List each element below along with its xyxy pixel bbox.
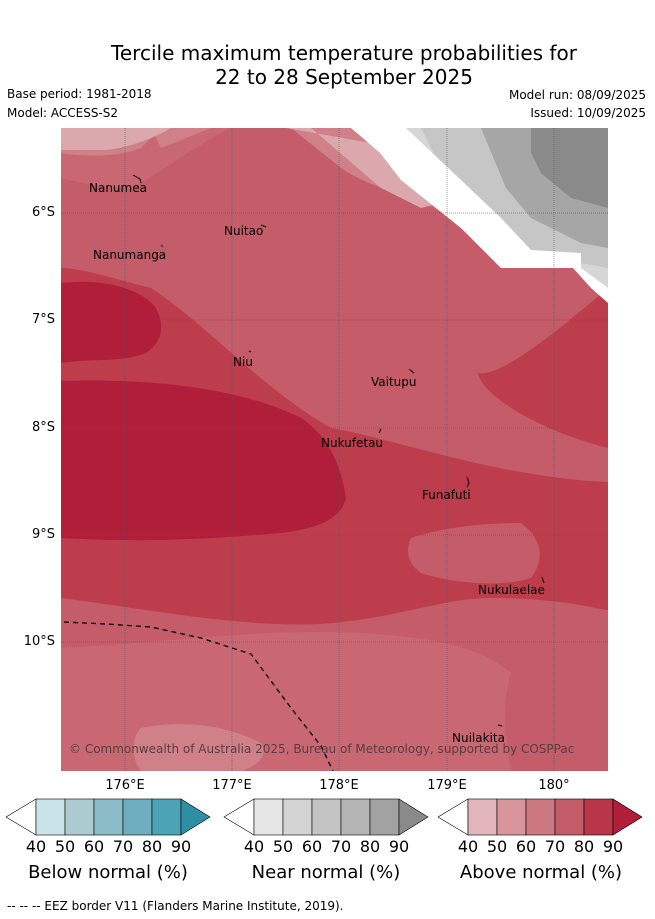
colorbar-near-swatch-2 <box>282 798 313 836</box>
above-tick-40: 40 <box>457 837 479 856</box>
map-title-line-1: Tercile maximum temperature probabilitie… <box>111 41 577 65</box>
place-label-vaitupu: Vaitupu <box>371 375 417 389</box>
eez-footnote: -- -- -- EEZ border V11 (Flanders Marine… <box>7 899 344 913</box>
above-60-south-patch <box>133 723 264 771</box>
place-label-nanumanga: Nanumanga <box>93 248 167 262</box>
colorbar-above-swatch-0 <box>437 798 469 836</box>
lat-label-8s: 8°S <box>31 420 55 435</box>
probability-map <box>61 128 608 771</box>
colorbar-below-swatch-2 <box>64 798 95 836</box>
no-data-diagonal-band <box>361 128 581 268</box>
base-period-label: Base period: 1981-2018 <box>7 87 152 101</box>
above-50-northwest <box>61 128 171 150</box>
above-tick-50: 50 <box>486 837 508 856</box>
lat-label-9s: 9°S <box>31 527 55 542</box>
colorbar-above-swatch-2 <box>496 798 527 836</box>
near-tick-60: 60 <box>301 837 323 856</box>
colorbar-above-normal <box>437 798 644 836</box>
near-tick-50: 50 <box>272 837 294 856</box>
lon-label-180: 180° <box>538 778 570 793</box>
below-normal-title: Below normal (%) <box>28 862 188 883</box>
colorbar-above-swatch-3 <box>525 798 556 836</box>
colorbar-near-swatch-1 <box>253 798 284 836</box>
place-label-nukufetau: Nukufetau <box>321 436 384 450</box>
place-label-niu: Niu <box>233 355 253 369</box>
colorbar-above-swatch-1 <box>467 798 498 836</box>
place-label-funafuti: Funafuti <box>422 488 471 502</box>
lon-label-178e: 178°E <box>319 778 359 793</box>
above-tick-80: 80 <box>573 837 595 856</box>
above-90-west <box>61 281 162 363</box>
model-run-label: Model run: 08/09/2025 <box>508 88 646 102</box>
eez-border-line <box>63 621 334 771</box>
colorbar-near-normal <box>223 798 430 836</box>
colorbar-below-normal-svg <box>5 798 211 836</box>
near-normal-title: Near normal (%) <box>251 862 401 883</box>
below-tick-60: 60 <box>83 837 105 856</box>
colorbar-near-swatch-5 <box>369 798 400 836</box>
colorbar-above-swatch-6 <box>612 798 643 836</box>
near-80-region <box>531 128 608 208</box>
above-70-southeast-patch <box>408 523 540 584</box>
below-tick-40: 40 <box>25 837 47 856</box>
above-50-ridge <box>286 128 441 208</box>
above-90-southwest <box>61 380 346 541</box>
near-tick-90: 90 <box>388 837 410 856</box>
colorbar-near-normal-svg <box>223 798 429 836</box>
near-tick-40: 40 <box>243 837 265 856</box>
above-tick-90: 90 <box>602 837 624 856</box>
colorbar-below-swatch-1 <box>35 798 66 836</box>
lon-label-176e: 176°E <box>105 778 145 793</box>
colorbar-near-swatch-3 <box>311 798 342 836</box>
map-title-line-2: 22 to 28 September 2025 <box>215 65 473 89</box>
colorbar-above-normal-svg <box>437 798 643 836</box>
place-label-nanumea: Nanumea <box>89 181 147 195</box>
colorbar-below-swatch-4 <box>122 798 153 836</box>
colorbar-above-swatch-4 <box>554 798 585 836</box>
colorbar-above-swatch-5 <box>583 798 614 836</box>
above-normal-title: Above normal (%) <box>459 862 623 883</box>
colorbar-near-swatch-4 <box>340 798 371 836</box>
colorbar-below-normal <box>5 798 212 836</box>
above-60-north <box>151 128 211 148</box>
above-tick-70: 70 <box>544 837 566 856</box>
colorbar-below-swatch-3 <box>93 798 124 836</box>
below-tick-90: 90 <box>170 837 192 856</box>
below-tick-80: 80 <box>141 837 163 856</box>
colorbar-below-swatch-6 <box>180 798 211 836</box>
colorbar-near-swatch-6 <box>398 798 429 836</box>
near-tick-80: 80 <box>359 837 381 856</box>
colorbar-near-swatch-0 <box>223 798 255 836</box>
lat-label-10s: 10°S <box>23 634 55 649</box>
model-label: Model: ACCESS-S2 <box>7 106 119 120</box>
lat-label-6s: 6°S <box>31 205 55 220</box>
below-tick-70: 70 <box>112 837 134 856</box>
place-label-nuitao: Nuitao <box>224 224 264 238</box>
probability-map-svg <box>61 128 608 771</box>
copyright-notice: © Commonwealth of Australia 2025, Bureau… <box>69 742 575 756</box>
place-label-nuilakita: Nuilakita <box>452 731 505 745</box>
lon-label-177e: 177°E <box>212 778 252 793</box>
below-tick-50: 50 <box>54 837 76 856</box>
issued-label: Issued: 10/09/2025 <box>530 106 646 120</box>
colorbar-below-swatch-5 <box>151 798 182 836</box>
colorbar-below-swatch-0 <box>5 798 37 836</box>
near-tick-70: 70 <box>330 837 352 856</box>
lat-label-7s: 7°S <box>31 312 55 327</box>
place-label-nukulaelae: Nukulaelae <box>478 583 545 597</box>
above-tick-60: 60 <box>515 837 537 856</box>
island-outlines <box>132 174 545 727</box>
lon-label-179e: 179°E <box>427 778 467 793</box>
